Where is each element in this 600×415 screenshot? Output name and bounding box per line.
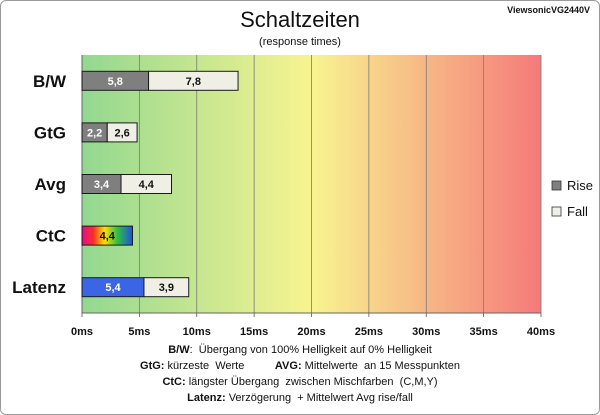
bar-fall <box>148 70 239 91</box>
footnote-term: B/W <box>168 344 190 356</box>
footnote-term: AVG: <box>275 360 302 372</box>
footnote-line: B/W: Übergang von 100% Helligkeit auf 0%… <box>168 344 432 356</box>
bar-fall <box>143 277 190 298</box>
x-tick-label: 0ms <box>71 326 93 338</box>
bar-rise <box>81 225 133 246</box>
footnote-text: Mittelwerte an 15 Messpunkten <box>302 360 460 372</box>
footnote-line: CtC: längster Übergang zwischen Mischfar… <box>162 376 437 388</box>
x-tick-label: 5ms <box>128 326 150 338</box>
x-tick-label: 30ms <box>412 326 440 338</box>
footnote-text: kürzeste Werte <box>164 360 274 372</box>
gridlines <box>81 55 542 317</box>
x-tick-label: 35ms <box>470 326 498 338</box>
footnote-text: : Übergang von 100% Helligkeit auf 0% He… <box>190 344 432 356</box>
x-tick-label: 10ms <box>183 326 211 338</box>
bar-fall-label: 3,9 <box>159 282 174 294</box>
footnote-line: Latenz: Verzögerung + Mittelwert Avg ris… <box>187 392 413 404</box>
bar-fall <box>106 122 138 143</box>
footnote-text: Verzögerung + Mittelwert Avg rise/fall <box>226 392 413 404</box>
bar-rise-label: 4,4 <box>100 231 116 243</box>
x-tick-label: 25ms <box>355 326 383 338</box>
x-tick-label: 15ms <box>240 326 268 338</box>
category-label: Avg <box>35 175 67 194</box>
footnote-term: Latenz: <box>187 392 226 404</box>
bar-fall-label: 4,4 <box>139 179 155 191</box>
chart-title: Schaltzeiten <box>240 7 360 32</box>
legend-swatch-fall <box>551 206 562 217</box>
legend-swatch-rise <box>551 180 562 191</box>
legend-label-rise: Rise <box>567 178 593 193</box>
category-label: Latenz <box>12 278 66 297</box>
bars: 5,8 7,8 2,2 2,6 3,4 4,4 4,4 5,4 3,9 <box>81 70 239 298</box>
bar-fall-label: 2,6 <box>115 127 130 139</box>
bar-rise-label: 5,8 <box>108 76 123 88</box>
footnote-text: längster Übergang zwischen Mischfarben (… <box>186 376 438 388</box>
footnote-term: CtC: <box>162 376 185 388</box>
bar-fall <box>120 174 173 194</box>
x-tick-labels: 0ms 5ms 10ms 15ms 20ms 25ms 30ms 35ms 40ms <box>71 326 555 338</box>
bar-rise-label: 2,2 <box>87 127 102 139</box>
x-tick-label: 40ms <box>527 326 555 338</box>
footnote-term: GtG: <box>140 360 164 372</box>
category-label: B/W <box>33 72 67 91</box>
legend-label-fall: Fall <box>567 204 588 219</box>
chart-subtitle: (response times) <box>259 36 341 48</box>
footnote-line: GtG: kürzeste Werte AVG: Mittelwerte an … <box>140 360 460 372</box>
bar-rise-label: 5,4 <box>105 282 121 294</box>
bar-fall-label: 7,8 <box>186 76 201 88</box>
legend: Rise Fall <box>551 178 593 219</box>
x-tick-label: 20ms <box>297 326 325 338</box>
footnotes: B/W: Übergang von 100% Helligkeit auf 0%… <box>140 344 460 404</box>
category-labels: B/W GtG Avg CtC Latenz <box>12 72 67 297</box>
category-label: GtG <box>34 123 66 142</box>
category-label: CtC <box>36 227 66 246</box>
bar-rise-label: 3,4 <box>94 179 110 191</box>
brand-label: ViewsonicVG2440V <box>507 5 590 15</box>
